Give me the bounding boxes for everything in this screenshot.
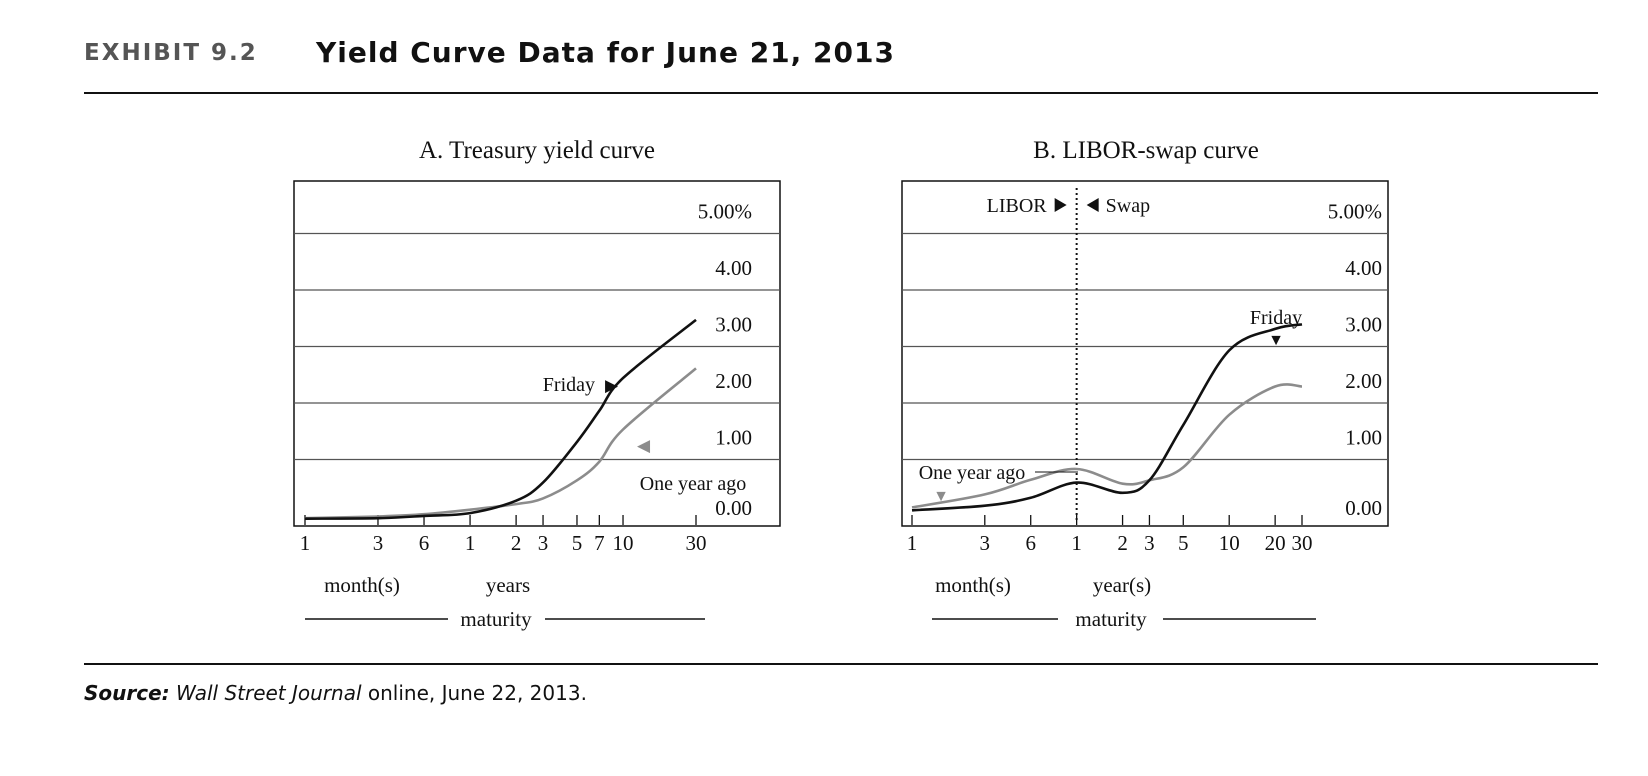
exhibit-label: EXHIBIT 9.2	[84, 40, 258, 66]
chart-a-x-tick-label: 1	[300, 531, 311, 555]
chart-a-y-tick-label: 4.00	[715, 256, 752, 280]
chart-b-libor-label: LIBOR	[987, 195, 1048, 217]
chart-b-y-tick-label: 2.00	[1345, 369, 1382, 393]
chart-b-years-unit: year(s)	[1093, 573, 1151, 597]
chart-b-y-tick-label: 0.00	[1345, 496, 1382, 520]
chart-b-year-ago-marker: ▼	[933, 488, 949, 505]
chart-b-x-tick-label: 3	[1144, 531, 1155, 555]
source-rest: online, June 22, 2013.	[361, 681, 587, 705]
chart-a-x-tick-label: 7	[594, 531, 605, 555]
chart-a-y-tick-label: 3.00	[715, 313, 752, 337]
exhibit-header: EXHIBIT 9.2 Yield Curve Data for June 21…	[84, 36, 1598, 94]
panel-b-libor-swap: B. LIBOR-swap curve 0.00 1.00 2.00 3.00 4.00…	[901, 137, 1389, 631]
chart-b-line-friday	[911, 323, 1303, 512]
chart-b-x-tick-label: 2	[1117, 531, 1128, 555]
chart-b-line-one-year-ago	[911, 383, 1303, 509]
chart-b-months-unit: month(s)	[935, 573, 1011, 597]
chart-b-friday-label: Friday	[1250, 307, 1302, 329]
chart-a-y-tick-label: 1.00	[715, 426, 752, 450]
chart-a-x-tick-label: 30	[686, 531, 707, 555]
chart-b-friday-marker: ▼	[1268, 332, 1284, 349]
exhibit-footer: Source: Wall Street Journal online, June…	[84, 663, 1598, 705]
panel-a-treasury: A. Treasury yield curve 0.00 1.00 2.00 3.00…	[293, 137, 781, 631]
chart-a-x-tick-label: 10	[613, 531, 634, 555]
chart-a-title: A. Treasury yield curve	[419, 137, 655, 164]
chart-a-frame	[293, 180, 781, 527]
chart-b-y-tick-label: 4.00	[1345, 256, 1382, 280]
chart-b-x-tick-label: 1	[907, 531, 918, 555]
chart-b-y-tick-label: 3.00	[1345, 313, 1382, 337]
chart-b-xlabel: maturity	[1075, 607, 1147, 631]
chart-a-xlabel: maturity	[460, 607, 532, 631]
source-note: Source: Wall Street Journal online, June…	[84, 681, 587, 705]
chart-b-year-ago-label: One year ago	[919, 462, 1026, 484]
chart-b-x-tick-label: 3	[980, 531, 991, 555]
chart-a-x-tick-label: 6	[419, 531, 430, 555]
chart-a-friday-marker: ▶	[605, 376, 619, 395]
exhibit-title: Yield Curve Data for June 21, 2013	[316, 36, 895, 69]
chart-a-x-tick-label: 3	[373, 531, 384, 555]
chart-b-swap-arrow	[1086, 198, 1099, 212]
chart-b-x-tick-label: 5	[1178, 531, 1189, 555]
chart-a-y-tick-label: 5.00%	[698, 200, 752, 224]
chart-b-x-tick-label: 30	[1292, 531, 1313, 555]
chart-a-year-ago-marker: ◀	[637, 436, 651, 455]
chart-b-y-tick-label: 5.00%	[1328, 200, 1382, 224]
chart-b-x-tick-label: 1	[1071, 531, 1082, 555]
chart-b-y-tick-label: 1.00	[1345, 426, 1382, 450]
chart-a-line-one-year-ago	[304, 367, 697, 520]
chart-b-x-tick-label: 6	[1025, 531, 1036, 555]
chart-b-libor-arrow	[1054, 198, 1067, 212]
chart-a-x-tick-label: 5	[572, 531, 583, 555]
chart-a-x-tick-label: 3	[538, 531, 549, 555]
chart-b-title: B. LIBOR-swap curve	[1033, 137, 1259, 164]
source-publication: Wall Street Journal	[176, 681, 362, 705]
chart-a-y-tick-label: 0.00	[715, 496, 752, 520]
chart-a-x-tick-label: 2	[511, 531, 522, 555]
chart-a-y-tick-label: 2.00	[715, 369, 752, 393]
chart-a-months-unit: month(s)	[324, 573, 400, 597]
chart-b-swap-label: Swap	[1106, 195, 1150, 217]
source-label: Source:	[84, 681, 170, 705]
chart-a-line-friday	[304, 318, 697, 520]
chart-a-years-unit: years	[486, 573, 530, 597]
chart-a-x-tick-label: 1	[465, 531, 476, 555]
chart-a-friday-label: Friday	[543, 374, 595, 396]
chart-b-x-tick-label: 10	[1219, 531, 1240, 555]
chart-a-year-ago-label: One year ago	[640, 473, 747, 495]
chart-b-frame	[901, 180, 1389, 527]
chart-b-x-tick-label: 20	[1265, 531, 1286, 555]
